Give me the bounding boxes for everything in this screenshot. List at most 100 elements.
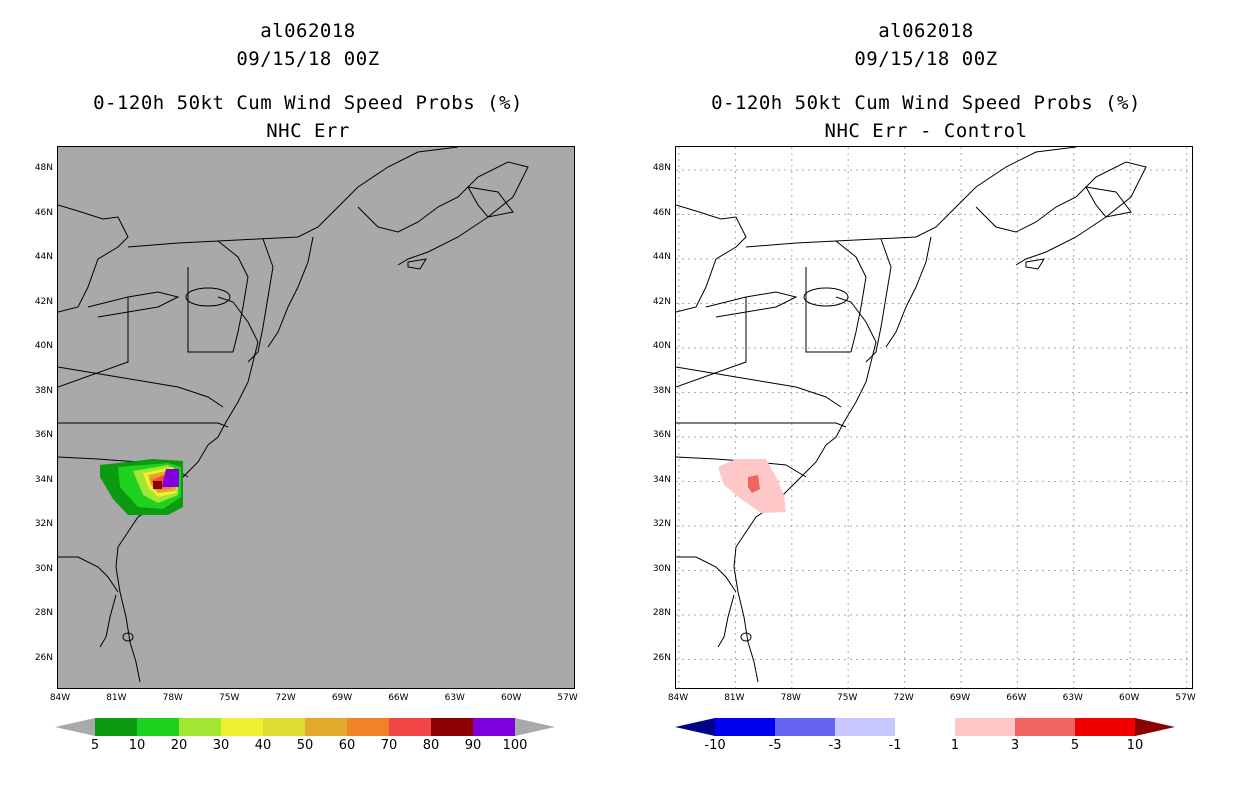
left-map-panel — [57, 146, 575, 689]
colorbar-label: 1 — [950, 738, 960, 753]
lat-label: 42N — [34, 296, 53, 307]
colorbar-swatch — [715, 718, 775, 736]
colorbar-swatch — [305, 718, 347, 736]
lon-label: 75W — [219, 693, 240, 703]
lat-label: 48N — [652, 163, 671, 173]
colorbar-swatch — [431, 718, 473, 736]
lat-label: 46N — [652, 207, 671, 218]
colorbar-label: 40 — [254, 738, 272, 753]
colorbar-swatch — [835, 718, 895, 736]
left-probability-shading — [100, 459, 183, 515]
lat-label: 28N — [34, 608, 53, 618]
lat-label: 34N — [652, 474, 671, 485]
lat-label: 40N — [652, 341, 671, 351]
lat-label: 44N — [652, 252, 671, 262]
left-map-svg — [58, 147, 574, 688]
lon-label: 78W — [162, 693, 183, 703]
colorbar-swatch — [473, 718, 515, 736]
colorbar-swatch — [137, 718, 179, 736]
lon-label: 69W — [331, 693, 353, 703]
colorbar-swatch — [1075, 718, 1135, 736]
right-map-svg — [676, 147, 1192, 688]
colorbar-label: -5 — [768, 738, 782, 753]
left-datetime: 09/15/18 00Z — [236, 48, 380, 70]
right-difference-shading — [718, 459, 786, 513]
right-product-title: 0-120h 50kt Cum Wind Speed Probs (%) — [711, 92, 1141, 114]
colorbar-label: 20 — [170, 738, 188, 753]
lat-label: 38N — [652, 385, 671, 396]
lon-label: 75W — [837, 693, 858, 703]
left-product-title: 0-120h 50kt Cum Wind Speed Probs (%) — [93, 92, 523, 114]
colorbar-swatch — [955, 718, 1015, 736]
right-subtitle: NHC Err - Control — [824, 120, 1028, 142]
lat-label: 26N — [34, 652, 53, 663]
colorbar-label: 3 — [1010, 738, 1020, 753]
colorbar-over-triangle — [515, 718, 555, 736]
lat-label: 32N — [34, 519, 53, 529]
right-storm-id: al062018 — [878, 20, 974, 42]
colorbar-label: 5 — [90, 738, 100, 753]
lat-label: 44N — [34, 252, 53, 262]
colorbar-label: 70 — [380, 738, 398, 753]
colorbar-label: 60 — [338, 738, 356, 753]
colorbar-label: 30 — [212, 738, 230, 753]
lon-label: 81W — [106, 693, 127, 703]
lat-label: 46N — [34, 207, 53, 218]
lat-label: 34N — [34, 474, 53, 485]
colorbar-swatch — [179, 718, 221, 736]
lon-label: 84W — [667, 693, 689, 703]
colorbar-label: -10 — [704, 738, 726, 753]
lat-label: 30N — [34, 563, 53, 574]
lon-label: 72W — [893, 693, 914, 703]
colorbar-label: 10 — [1126, 738, 1144, 753]
right-map-background — [676, 147, 1192, 688]
colorbar-swatch — [389, 718, 431, 736]
lon-label: 57W — [557, 693, 578, 703]
left-colorbar — [55, 718, 555, 736]
diff-contour-3-5 — [748, 475, 760, 493]
colorbar-swatch — [895, 718, 955, 736]
colorbar-label: -1 — [888, 738, 902, 753]
lon-label: 57W — [1175, 693, 1196, 703]
lon-label: 60W — [501, 693, 522, 703]
colorbar-swatch — [221, 718, 263, 736]
lat-label: 26N — [652, 652, 671, 663]
colorbar-label: 80 — [422, 738, 440, 753]
colorbar-label: 10 — [128, 738, 146, 753]
prob-contour-100 — [162, 469, 179, 487]
lat-label: 42N — [652, 296, 671, 307]
lon-label: 66W — [1006, 693, 1027, 703]
left-subtitle: NHC Err — [266, 120, 350, 142]
lat-label: 40N — [34, 341, 53, 351]
prob-contour-90 — [153, 481, 162, 489]
lat-label: 28N — [652, 608, 671, 618]
lon-label: 72W — [275, 693, 296, 703]
colorbar-swatch — [95, 718, 137, 736]
colorbar-label: 100 — [502, 738, 528, 753]
colorbar-over-triangle — [1135, 718, 1175, 736]
lon-label: 63W — [1062, 693, 1083, 703]
lon-label: 63W — [444, 693, 465, 703]
colorbar-swatch — [263, 718, 305, 736]
left-map-background — [58, 147, 574, 688]
right-colorbar — [675, 718, 1175, 736]
colorbar-swatch — [775, 718, 835, 736]
left-storm-id: al062018 — [260, 20, 356, 42]
colorbar-label: 5 — [1070, 738, 1080, 753]
colorbar-swatch — [347, 718, 389, 736]
colorbar-label: 50 — [296, 738, 314, 753]
lat-label: 36N — [34, 430, 53, 440]
lat-label: 38N — [34, 385, 53, 396]
right-map-gridlines — [676, 147, 1192, 688]
lat-label: 48N — [34, 163, 53, 173]
lon-label: 81W — [724, 693, 745, 703]
colorbar-label: -3 — [828, 738, 842, 753]
lon-label: 69W — [949, 693, 971, 703]
lon-label: 78W — [780, 693, 801, 703]
colorbar-under-triangle — [55, 718, 95, 736]
lon-label: 84W — [49, 693, 71, 703]
right-map-panel — [675, 146, 1193, 689]
colorbar-label: 90 — [464, 738, 482, 753]
lon-label: 66W — [388, 693, 409, 703]
colorbar-swatch — [1015, 718, 1075, 736]
